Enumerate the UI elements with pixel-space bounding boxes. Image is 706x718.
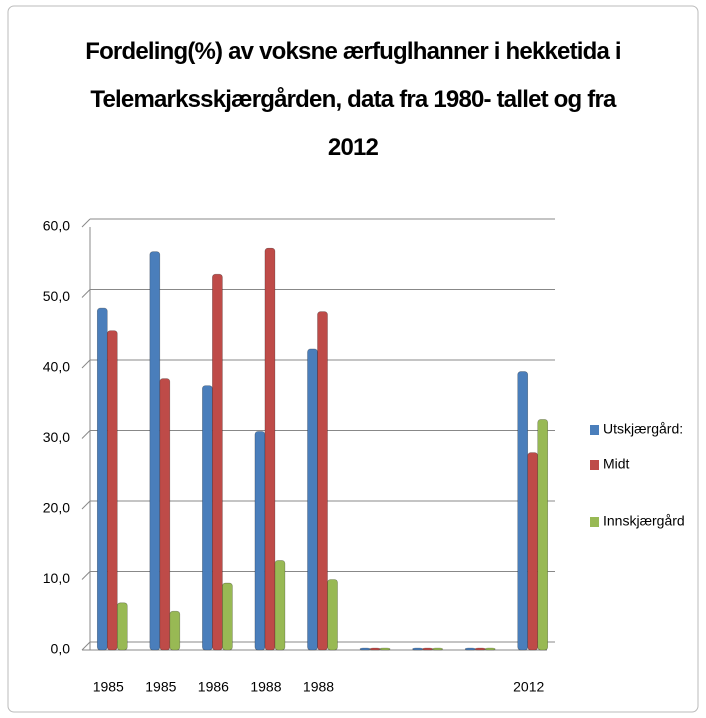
bar [212,273,223,651]
bar [379,647,391,651]
legend-label: Utskjærgård: [603,421,683,437]
grid-line-side [81,289,91,298]
bar [222,582,233,651]
grid-line-side [81,500,91,510]
bar [264,247,276,651]
grid-line-side [81,641,91,651]
x-tick-label: 1988 [303,679,334,695]
legend-label: Midt [603,456,630,472]
grid-line-side [81,430,91,439]
bar [537,419,549,651]
chart-frame [7,5,699,713]
bar [202,385,213,651]
bar [517,371,529,651]
legend-label: Innskjærgård [603,513,685,529]
x-tick-label: 1986 [198,679,229,695]
x-tick-label: 1985 [145,679,176,695]
x-tick-label: 1988 [250,679,281,695]
y-tick-label: 20,0 [43,500,70,516]
bar [116,602,128,651]
bar [307,348,318,651]
bar [169,610,181,651]
grid-line-side [81,359,91,369]
legend-swatch [590,425,599,435]
bar [327,579,338,651]
y-tick-label: 60,0 [43,218,70,234]
bar [159,378,171,651]
chart-title: Fordeling(%) av voksne ærfuglhanner i he… [85,38,621,161]
y-tick-label: 10,0 [43,570,70,586]
bar [422,647,433,651]
bar [369,647,381,651]
bar [527,452,539,651]
bar [96,307,108,651]
grid-line-side [81,571,91,580]
legend-swatch [590,517,599,527]
bar [484,647,496,651]
y-tick-label: 0,0 [51,641,71,657]
grid-line-side [81,218,91,228]
x-tick-label: 2012 [513,679,544,695]
y-tick-label: 40,0 [43,359,70,375]
y-tick-label: 30,0 [43,429,70,445]
x-tick-label: 1985 [93,679,124,695]
bar [254,431,266,651]
bar [149,251,161,651]
bar [274,560,286,651]
bar [359,647,371,651]
bar [464,647,476,651]
legend-swatch [590,460,599,470]
bar [432,647,443,651]
bar [106,330,118,651]
bar [474,647,486,651]
bar [412,647,423,651]
bar [317,311,328,651]
y-tick-label: 50,0 [43,288,70,304]
